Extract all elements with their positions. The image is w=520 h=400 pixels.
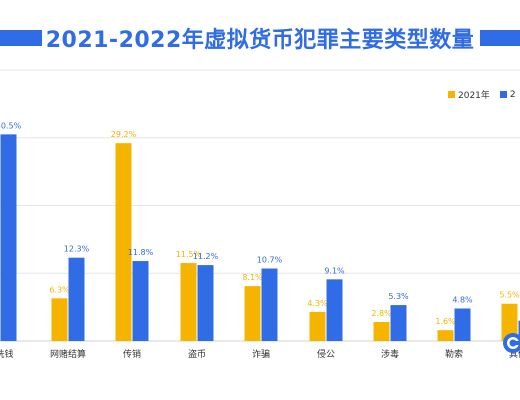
- data-label-2022-4: 10.7%: [257, 256, 283, 265]
- category-label-5: 侵公: [317, 348, 335, 360]
- legend-swatch-2021: [448, 91, 455, 98]
- data-label-2021-8: 5.5%: [499, 291, 520, 300]
- bar-2021-5: [309, 311, 326, 341]
- data-label-2021-6: 2.8%: [371, 309, 392, 318]
- bar-2022-3: [197, 265, 214, 341]
- data-label-2022-3: 11.2%: [193, 252, 219, 261]
- bar-2021-2: [115, 143, 132, 341]
- category-label-6: 涉毒: [381, 348, 399, 360]
- legend-label-2021: 2021年: [458, 91, 490, 101]
- bar-2021-1: [51, 298, 68, 341]
- category-label-2: 传销: [123, 348, 141, 360]
- bar-2022-2: [132, 261, 149, 341]
- legend-item-2022: 2: [499, 89, 516, 100]
- bar-2022-0: [0, 134, 17, 341]
- data-label-2022-6: 5.3%: [388, 292, 409, 301]
- title-decoration-right: [480, 30, 520, 46]
- category-label-4: 诈骗: [252, 348, 270, 360]
- bar-2022-1: [68, 257, 85, 341]
- data-label-2022-5: 9.1%: [324, 266, 345, 275]
- data-label-2021-2: 29.2%: [111, 130, 137, 139]
- bar-2021-6: [373, 322, 390, 341]
- data-label-2021-4: 8.1%: [242, 273, 263, 282]
- legend-swatch-2022: [499, 91, 507, 98]
- data-label-2022-7: 4.8%: [452, 295, 473, 304]
- bar-2022-8: [518, 320, 520, 341]
- data-label-2022-0: 30.5%: [0, 121, 22, 130]
- chart-title: 2021-2022年虚拟货币犯罪主要类型数量: [45, 28, 475, 53]
- watermark-logo-icon: [503, 333, 520, 353]
- bar-2022-6: [390, 305, 407, 341]
- category-label-3: 盗币: [188, 348, 206, 360]
- bar-2021-3: [180, 263, 197, 341]
- data-label-2021-7: 1.6%: [435, 317, 456, 326]
- bar-2021-4: [244, 286, 261, 341]
- legend: 2021年 2: [448, 88, 520, 101]
- bar-2022-4: [261, 268, 278, 341]
- legend-item-2021: 2021年: [448, 88, 490, 101]
- bar-2021-7: [437, 330, 454, 341]
- legend-label-2022: 2: [509, 89, 516, 100]
- category-label-1: 网赌结算: [50, 348, 86, 360]
- bar-2021-8: [501, 303, 518, 341]
- category-label-8: 其他: [509, 348, 520, 360]
- bar-2022-7: [454, 308, 471, 341]
- data-label-2021-5: 4.3%: [307, 299, 328, 308]
- data-label-2021-3: 11.5%: [176, 250, 202, 259]
- data-label-2022-2: 11.8%: [128, 248, 154, 257]
- bar-2022-5: [326, 279, 343, 341]
- title-decoration-left: [0, 30, 42, 46]
- category-label-0: 赌洗钱: [0, 348, 14, 360]
- data-label-2022-1: 12.3%: [64, 245, 90, 254]
- category-label-7: 勒索: [445, 348, 463, 360]
- data-label-2021-1: 6.3%: [49, 285, 70, 294]
